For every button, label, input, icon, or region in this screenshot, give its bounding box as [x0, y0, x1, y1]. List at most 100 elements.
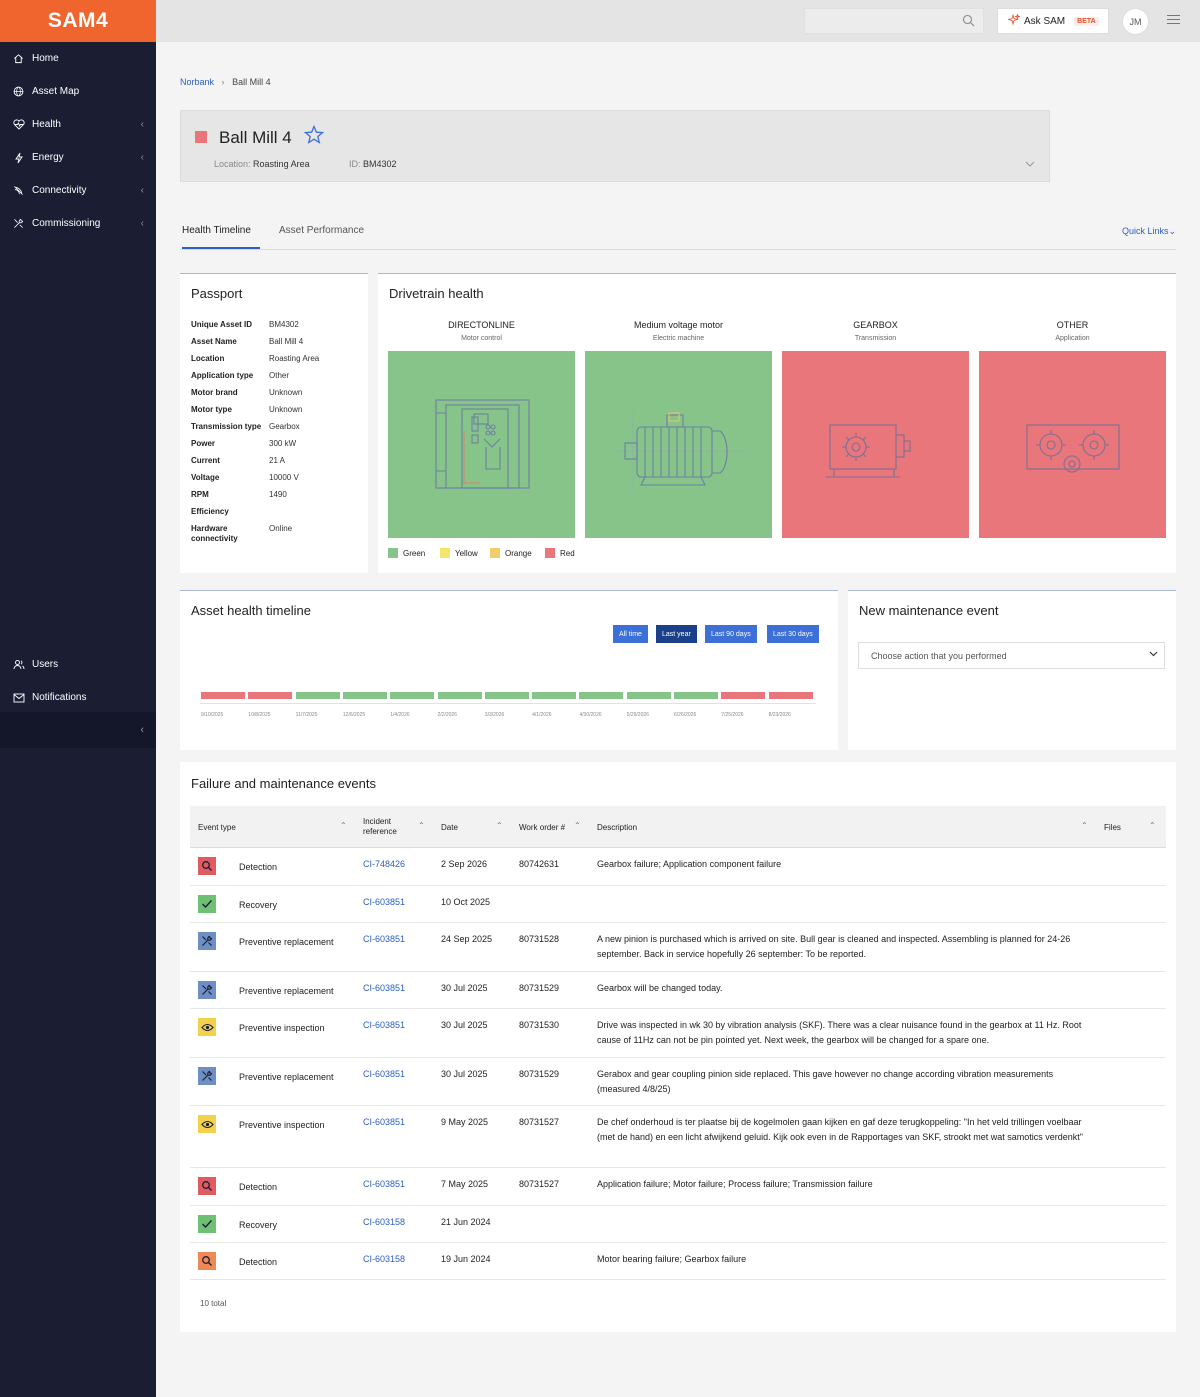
ask-sam-button[interactable]: Ask SAM BETA [997, 8, 1109, 34]
sidebar-item-asset-map[interactable]: Asset Map [0, 75, 156, 108]
column-event-type[interactable]: Event type [198, 823, 236, 832]
location-value: Roasting Area [253, 159, 310, 169]
range-last-90-days-button[interactable]: Last 90 days [705, 625, 757, 643]
timeline-segment[interactable] [437, 692, 482, 699]
id-label: ID: [349, 159, 361, 169]
sort-icon[interactable]: ⌃ [496, 821, 503, 830]
expand-header-chevron-icon[interactable] [1025, 159, 1035, 170]
table-row[interactable]: Recovery CI-603851 10 Oct 2025 [190, 886, 1166, 923]
column-work-order[interactable]: Work order # [519, 823, 566, 832]
sidebar-item-commissioning[interactable]: Commissioning ‹ [0, 207, 156, 240]
search-input[interactable] [804, 8, 984, 34]
timeline-segment[interactable] [626, 692, 671, 699]
passport-key: Motor brand [191, 388, 238, 397]
avatar[interactable]: JM [1122, 8, 1149, 35]
incident-reference-link[interactable]: CI-603851 [363, 1179, 406, 1189]
search-icon[interactable] [962, 14, 975, 30]
asset-location: Location: Roasting Area [214, 159, 310, 169]
sort-icon[interactable]: ⌃ [418, 821, 425, 830]
timeline-segment[interactable] [579, 692, 624, 699]
description-cell: A new pinion is purchased which is arriv… [597, 934, 1071, 959]
incident-reference-link[interactable]: CI-748426 [363, 859, 406, 869]
incident-reference-link[interactable]: CI-603851 [363, 1020, 406, 1030]
table-row[interactable]: Preventive replacement CI-603851 30 Jul 20… [190, 1058, 1166, 1106]
timeline-segment[interactable] [342, 692, 387, 699]
column-incident-reference[interactable]: Incident reference [363, 817, 397, 837]
sort-icon[interactable]: ⌃ [1081, 821, 1088, 830]
breadcrumb-link-norbank[interactable]: Norbank [180, 77, 215, 87]
date-cell: 24 Sep 2025 [441, 934, 493, 944]
component-tile-directonline[interactable] [388, 351, 575, 538]
passport-row: Current 21 A [191, 456, 361, 466]
table-row[interactable]: Detection CI-603851 7 May 2025 80731527 Appl… [190, 1168, 1166, 1206]
timeline-segment[interactable] [721, 692, 766, 699]
tab-asset-performance[interactable]: Asset Performance [279, 225, 365, 236]
range-last-year-button[interactable]: Last year [656, 625, 697, 643]
star-icon[interactable] [303, 124, 325, 148]
sort-icon[interactable]: ⌃ [574, 821, 581, 830]
sidebar-item-connectivity[interactable]: Connectivity ‹ [0, 174, 156, 207]
timeline-segment[interactable] [532, 692, 577, 699]
table-row[interactable]: Recovery CI-603158 21 Jun 2024 [190, 1206, 1166, 1243]
tab-health-timeline[interactable]: Health Timeline [182, 225, 260, 249]
hamburger-menu-icon[interactable] [1167, 14, 1180, 28]
chevron-left-icon: ‹ [140, 119, 144, 130]
incident-reference-link[interactable]: CI-603158 [363, 1254, 406, 1264]
range-all-time-button[interactable]: All time [613, 625, 648, 643]
sidebar-item-users[interactable]: Users [0, 648, 156, 681]
table-row[interactable]: Preventive replacement CI-603851 24 Sep 20… [190, 923, 1166, 972]
component-header: Medium voltage motor Electric machine [585, 320, 772, 342]
passport-value: Ball Mill 4 [269, 337, 304, 346]
timeline-segment[interactable] [484, 692, 529, 699]
recovery-check-icon [198, 895, 216, 913]
table-row[interactable]: Preventive inspection CI-603851 30 Jul 202… [190, 1009, 1166, 1058]
work-order-cell: 80731529 [519, 1069, 560, 1079]
incident-reference-link[interactable]: CI-603851 [363, 897, 406, 907]
maintenance-action-select[interactable]: Choose action that you performed [858, 642, 1165, 669]
timeline-date-label: 6/26/2026 [674, 712, 697, 718]
table-row[interactable]: Detection CI-603158 19 Jun 2024 Motor beari… [190, 1243, 1166, 1280]
table-row[interactable]: Detection CI-748426 2 Sep 2026 80742631 Gear… [190, 848, 1166, 886]
component-tile-gearbox[interactable] [782, 351, 969, 538]
component-tile-motor[interactable] [585, 351, 772, 538]
incident-reference-link[interactable]: CI-603851 [363, 983, 406, 993]
sidebar-item-home[interactable]: Home [0, 42, 156, 75]
passport-key: Power [191, 439, 216, 448]
timeline-segment[interactable] [390, 692, 435, 699]
table-row[interactable]: Preventive replacement CI-603851 30 Jul 20… [190, 972, 1166, 1009]
detection-search-icon [198, 1177, 216, 1195]
timeline-date-label: 3/3/2026 [484, 712, 505, 718]
timeline-segment[interactable] [768, 692, 813, 699]
replacement-tools-icon [198, 1067, 216, 1085]
app-logo[interactable]: SAM4 [0, 0, 156, 42]
timeline-segment[interactable] [295, 692, 340, 699]
sort-icon[interactable]: ⌃ [340, 821, 347, 830]
drivetrain-title: Drivetrain health [389, 286, 484, 301]
incident-reference-link[interactable]: CI-603851 [363, 934, 406, 944]
component-type: Transmission [854, 335, 897, 342]
incident-reference-link[interactable]: CI-603851 [363, 1117, 406, 1127]
range-last-30-days-button[interactable]: Last 30 days [767, 625, 819, 643]
column-files[interactable]: Files [1104, 823, 1121, 832]
description-cell: Motor bearing failure; Gearbox failure [597, 1254, 747, 1264]
timeline-segment[interactable] [248, 692, 293, 699]
sidebar-item-health[interactable]: Health ‹ [0, 108, 156, 141]
sidebar-item-energy[interactable]: Energy ‹ [0, 141, 156, 174]
secondary-nav: Users Notifications [0, 648, 156, 714]
incident-reference-link[interactable]: CI-603851 [363, 1069, 406, 1079]
sidebar-item-notifications[interactable]: Notifications [0, 681, 156, 714]
component-tile-other[interactable] [979, 351, 1166, 538]
timeline-segment[interactable] [201, 692, 245, 699]
passport-row: Asset Name Ball Mill 4 [191, 337, 361, 347]
timeline-segment[interactable] [674, 692, 718, 699]
sort-icon[interactable]: ⌃ [1149, 821, 1156, 830]
passport-value: Unknown [269, 405, 303, 414]
column-description[interactable]: Description [597, 823, 638, 832]
collapse-sidebar-button[interactable]: ‹ [0, 712, 156, 748]
incident-reference-link[interactable]: CI-603158 [363, 1217, 406, 1227]
timeline-date-label: 1/4/2026 [390, 712, 410, 718]
quick-links-dropdown[interactable]: Quick Links⌄ [1121, 226, 1176, 236]
table-row[interactable]: Preventive inspection CI-603851 9 May 2025… [190, 1106, 1166, 1168]
column-date[interactable]: Date [441, 823, 458, 832]
timeline-date-label: 2/2/2026 [437, 712, 457, 718]
